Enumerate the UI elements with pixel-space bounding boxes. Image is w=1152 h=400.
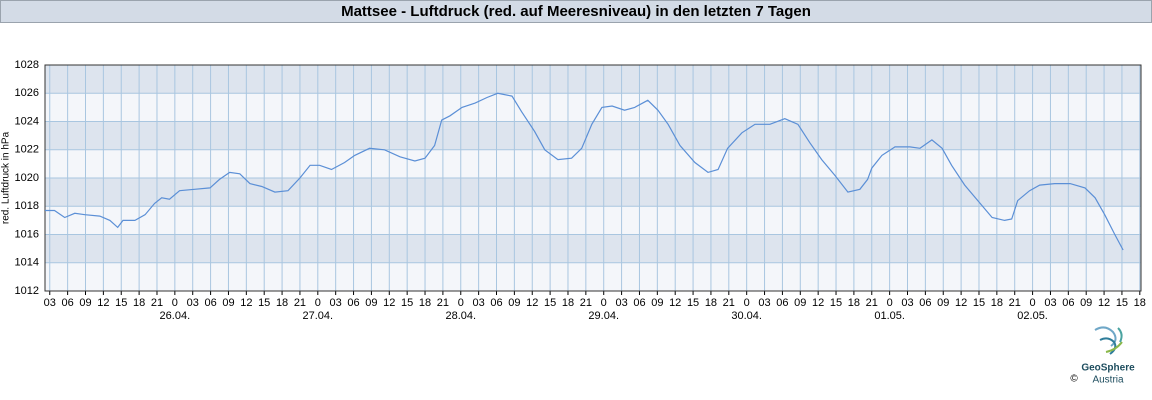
x-tick-label: 09: [651, 297, 663, 309]
x-tick-label: 12: [669, 297, 681, 309]
x-tick-label: 06: [1062, 297, 1074, 309]
y-tick-label: 1024: [15, 115, 39, 127]
x-tick-label: 03: [758, 297, 770, 309]
x-tick-label: 06: [204, 297, 216, 309]
x-tick-label: 18: [276, 297, 288, 309]
x-tick-label: 06: [347, 297, 359, 309]
x-tick-label: 15: [830, 297, 842, 309]
copyright: ©: [1070, 374, 1078, 385]
date-label: 30.04.: [731, 310, 762, 322]
x-tick-label: 09: [365, 297, 377, 309]
x-tick-label: 21: [151, 297, 163, 309]
plot-frame: [44, 64, 1142, 292]
x-tick-label: 12: [1098, 297, 1110, 309]
date-label: 02.05.: [1017, 310, 1048, 322]
x-tick-label: 03: [187, 297, 199, 309]
band: [45, 234, 1141, 263]
date-label: 01.05.: [874, 310, 905, 322]
y-tick-label: 1018: [15, 200, 39, 212]
x-tick-label: 03: [473, 297, 485, 309]
band: [45, 93, 1141, 122]
x-tick-label: 03: [615, 297, 627, 309]
x-tick-label: 18: [991, 297, 1003, 309]
y-tick-label: 1016: [15, 228, 39, 240]
x-tick-label: 09: [794, 297, 806, 309]
y-tick-label: 1014: [15, 257, 39, 269]
x-tick-label: 03: [901, 297, 913, 309]
x-tick-label: 21: [723, 297, 735, 309]
x-tick-label: 06: [776, 297, 788, 309]
x-tick-label: 15: [1116, 297, 1128, 309]
x-tick-label: 06: [62, 297, 74, 309]
x-tick-label: 0: [315, 297, 321, 309]
x-tick-label: 12: [812, 297, 824, 309]
x-tick-label: 12: [240, 297, 252, 309]
y-axis-label: red. Luftdruck in hPa: [1, 131, 12, 224]
date-label: 29.04.: [588, 310, 619, 322]
x-tick-label: 03: [1044, 297, 1056, 309]
date-label: 28.04.: [445, 310, 476, 322]
x-tick-label: 21: [1009, 297, 1021, 309]
y-tick-label: 1028: [15, 59, 39, 71]
band: [45, 121, 1141, 150]
x-tick-label: 21: [580, 297, 592, 309]
x-tick-label: 09: [1080, 297, 1092, 309]
x-tick-label: 18: [562, 297, 574, 309]
y-tick-label: 1026: [15, 87, 39, 99]
logo-sub: Austria: [1092, 375, 1124, 386]
date-label: 27.04.: [303, 310, 334, 322]
x-tick-label: 03: [44, 297, 56, 309]
band: [45, 149, 1141, 178]
logo-icon: [1094, 326, 1123, 355]
x-tick-label: 09: [222, 297, 234, 309]
logo-name: GeoSphere: [1081, 363, 1135, 374]
band: [45, 65, 1141, 94]
chart-title: Mattsee - Luftdruck (red. auf Meeresnive…: [341, 3, 811, 20]
x-tick-label: 0: [458, 297, 464, 309]
date-label: 26.04.: [160, 310, 191, 322]
x-tick-label: 12: [955, 297, 967, 309]
line-series: [45, 92, 1124, 251]
x-tick-label: 12: [97, 297, 109, 309]
x-tick-label: 06: [633, 297, 645, 309]
y-tick-label: 1022: [15, 144, 39, 156]
x-tick-label: 15: [258, 297, 270, 309]
x-tick-label: 09: [508, 297, 520, 309]
x-tick-label: 06: [490, 297, 502, 309]
band: [45, 262, 1141, 291]
x-tick-label: 0: [744, 297, 750, 309]
x-tick-label: 18: [705, 297, 717, 309]
x-tick-label: 18: [848, 297, 860, 309]
x-tick-label: 18: [419, 297, 431, 309]
band: [45, 178, 1141, 207]
x-tick-label: 21: [437, 297, 449, 309]
x-tick-label: 12: [383, 297, 395, 309]
x-tick-label: 06: [919, 297, 931, 309]
x-tick-label: 15: [687, 297, 699, 309]
x-tick-label: 0: [1030, 297, 1036, 309]
x-tick-label: 21: [294, 297, 306, 309]
x-tick-label: 03: [330, 297, 342, 309]
x-tick-label: 18: [1134, 297, 1146, 309]
x-tick-label: 15: [973, 297, 985, 309]
x-tick-label: 12: [526, 297, 538, 309]
x-tick-label: 18: [133, 297, 145, 309]
band: [45, 206, 1141, 235]
x-tick-label: 0: [172, 297, 178, 309]
x-tick-label: 0: [887, 297, 893, 309]
x-tick-label: 15: [401, 297, 413, 309]
x-tick-label: 09: [937, 297, 949, 309]
y-tick-label: 1012: [15, 285, 39, 297]
x-tick-label: 0: [601, 297, 607, 309]
x-tick-label: 15: [115, 297, 127, 309]
y-tick-label: 1020: [15, 172, 39, 184]
x-tick-label: 09: [79, 297, 91, 309]
x-tick-label: 21: [866, 297, 878, 309]
x-tick-label: 15: [544, 297, 556, 309]
